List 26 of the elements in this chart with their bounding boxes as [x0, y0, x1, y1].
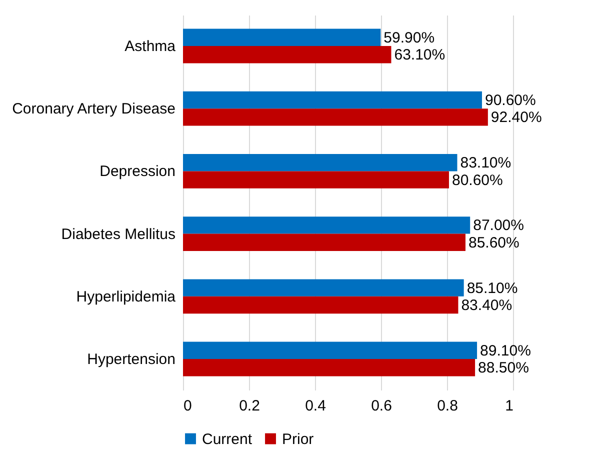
data-label: 89.10%: [480, 342, 531, 360]
data-label: 90.60%: [484, 92, 536, 109]
data-label: 83.10%: [460, 154, 512, 172]
x-tick-label: 0.6: [371, 398, 392, 414]
y-tick-label: Hyperlipidemia: [76, 288, 176, 306]
data-label: 87.00%: [473, 217, 524, 234]
x-tick-label: 1: [505, 398, 514, 414]
legend-label: Current: [202, 430, 253, 448]
x-tick-label: 0.2: [239, 398, 260, 414]
y-tick-label: Depression: [100, 163, 176, 180]
legend-label: Prior: [282, 430, 314, 448]
data-label: 88.50%: [478, 360, 529, 377]
data-label: 59.90%: [384, 29, 435, 46]
data-label: 63.10%: [394, 46, 446, 64]
data-label: 83.40%: [461, 297, 512, 314]
y-tick-label: Hypertension: [87, 351, 176, 368]
data-label: 80.60%: [452, 172, 503, 189]
data-label: 85.10%: [466, 280, 518, 297]
y-tick-label: Asthma: [124, 38, 176, 55]
x-tick-label: 0: [184, 398, 192, 414]
y-tick-label: Coronary Artery Disease: [12, 100, 176, 118]
x-tick-label: 0.8: [437, 398, 458, 414]
data-label: 85.60%: [468, 234, 520, 252]
x-tick-label: 0.4: [305, 398, 326, 414]
data-label: 92.40%: [490, 109, 542, 126]
y-tick-label: Diabetes Mellitus: [61, 226, 176, 243]
